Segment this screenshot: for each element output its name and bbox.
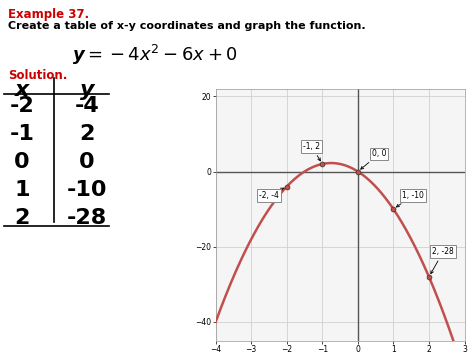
Text: -1: -1 xyxy=(9,124,35,144)
Text: Solution.: Solution. xyxy=(8,69,67,82)
Text: -4: -4 xyxy=(74,96,100,116)
Text: Create a table of x-y coordinates and graph the function.: Create a table of x-y coordinates and gr… xyxy=(8,21,365,31)
Text: -2, -4: -2, -4 xyxy=(259,188,284,200)
Text: -2: -2 xyxy=(9,96,35,116)
Text: -10: -10 xyxy=(67,180,107,200)
Text: $\bfit{y}$$ = -4x^2 - 6x + 0$: $\bfit{y}$$ = -4x^2 - 6x + 0$ xyxy=(72,43,238,67)
Text: 2: 2 xyxy=(14,208,30,228)
Text: y: y xyxy=(80,80,94,100)
Text: -1, 2: -1, 2 xyxy=(303,142,320,161)
Text: -28: -28 xyxy=(67,208,107,228)
Text: x: x xyxy=(15,80,29,100)
Text: Example 37.: Example 37. xyxy=(8,8,89,21)
Text: 2: 2 xyxy=(79,124,95,144)
Text: 0: 0 xyxy=(79,152,95,172)
Text: 2, -28: 2, -28 xyxy=(431,247,454,274)
Text: 0: 0 xyxy=(14,152,30,172)
Text: 1, -10: 1, -10 xyxy=(396,191,424,207)
Text: 1: 1 xyxy=(14,180,30,200)
Text: 0, 0: 0, 0 xyxy=(361,149,386,169)
